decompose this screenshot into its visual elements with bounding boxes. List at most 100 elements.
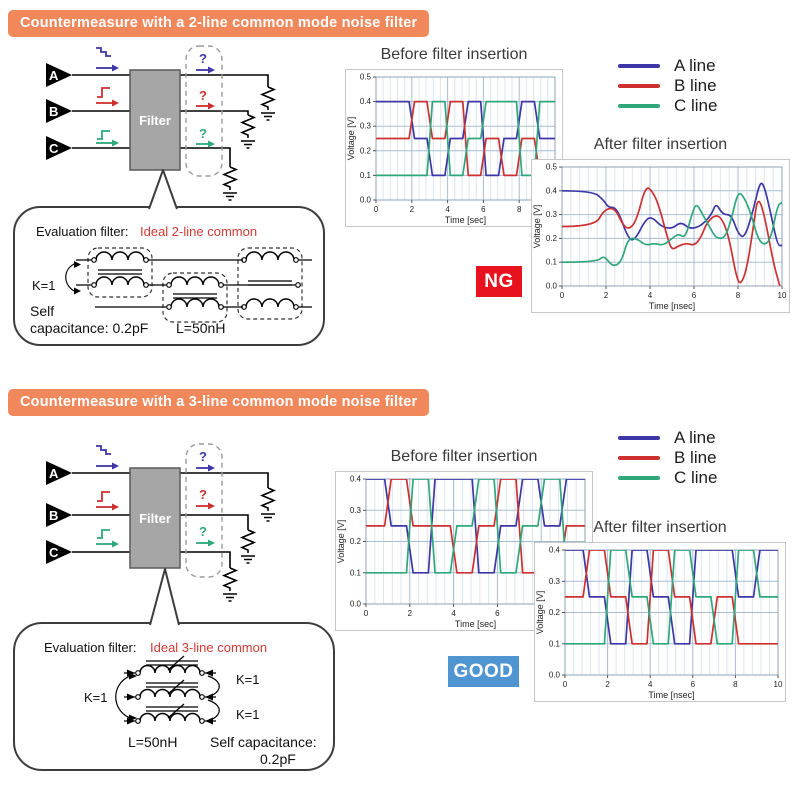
legend-item-b: B line bbox=[618, 448, 717, 467]
coupling-k3-label: K=1 bbox=[236, 707, 260, 722]
after-filter-chart-block-3line: After filter insertion 0.0 0.1 0.2 0.3 0.4 0 2… bbox=[534, 519, 786, 702]
inductance-label: L=50nH bbox=[128, 734, 177, 750]
svg-text:0.5: 0.5 bbox=[360, 73, 372, 82]
input-signal-b-icon bbox=[96, 491, 119, 511]
svg-text:6: 6 bbox=[495, 609, 500, 618]
input-signal-c-icon bbox=[96, 130, 119, 147]
svg-text:6: 6 bbox=[691, 680, 696, 689]
svg-text:4: 4 bbox=[648, 291, 653, 300]
chart-after-filter-2line: 0.0 0.1 0.2 0.3 0.4 0.5 0 2 4 6 8 10 Time [nsec] Volt… bbox=[531, 159, 790, 313]
coupling-k1-label: K=1 bbox=[84, 690, 108, 705]
svg-text:Voltage [V]: Voltage [V] bbox=[346, 117, 356, 161]
svg-text:?: ? bbox=[199, 51, 207, 66]
input-a-label: A bbox=[49, 68, 59, 83]
svg-text:0.1: 0.1 bbox=[360, 171, 372, 180]
svg-text:0.0: 0.0 bbox=[546, 282, 558, 291]
verdict-badge-ng: NG bbox=[476, 266, 522, 297]
filter-box bbox=[129, 467, 181, 569]
chart-title: Before filter insertion bbox=[390, 448, 538, 465]
svg-text:10: 10 bbox=[778, 291, 787, 300]
section-header-3line: Countermeasure with a 3-line common mode… bbox=[8, 389, 430, 416]
svg-text:Time [nsec]: Time [nsec] bbox=[648, 690, 694, 700]
input-signal-a-icon bbox=[96, 445, 119, 470]
unknown-output-c-icon: ? bbox=[196, 126, 215, 148]
svg-text:10: 10 bbox=[774, 680, 783, 689]
inductance-label: L=50nH bbox=[176, 320, 225, 336]
svg-text:Voltage [V]: Voltage [V] bbox=[535, 591, 545, 635]
input-b-label: B bbox=[49, 104, 58, 119]
svg-text:?: ? bbox=[199, 449, 207, 464]
svg-text:6: 6 bbox=[692, 291, 697, 300]
svg-text:0.3: 0.3 bbox=[350, 506, 362, 515]
callout-filter-type: Ideal 3-line common bbox=[150, 640, 267, 655]
svg-text:0.0: 0.0 bbox=[350, 600, 362, 609]
svg-text:0.1: 0.1 bbox=[549, 639, 561, 648]
svg-text:0.2: 0.2 bbox=[546, 234, 558, 243]
legend-item-c: C line bbox=[618, 468, 717, 487]
legend-2line: A line B line C line bbox=[618, 56, 717, 115]
signal-wires bbox=[72, 472, 269, 568]
chart-title: After filter insertion bbox=[593, 136, 728, 153]
input-c-label: C bbox=[49, 545, 59, 560]
input-a-label: A bbox=[49, 466, 59, 481]
input-b-label: B bbox=[49, 508, 58, 523]
svg-text:2: 2 bbox=[408, 609, 413, 618]
svg-text:4: 4 bbox=[445, 205, 450, 214]
unknown-output-a-icon: ? bbox=[196, 51, 215, 74]
svg-text:Voltage [V]: Voltage [V] bbox=[532, 205, 542, 249]
unknown-output-b-icon: ? bbox=[196, 487, 215, 510]
callout-wires bbox=[76, 259, 312, 308]
self-cap-line2: capacitance: 0.2pF bbox=[30, 320, 148, 336]
legend-item-a: A line bbox=[618, 428, 717, 447]
svg-text:Time [sec]: Time [sec] bbox=[455, 619, 496, 629]
svg-text:Time [nsec]: Time [nsec] bbox=[649, 301, 695, 311]
svg-text:2: 2 bbox=[604, 291, 609, 300]
unknown-output-a-icon: ? bbox=[196, 449, 215, 472]
callout-pointer bbox=[149, 568, 180, 626]
svg-text:0: 0 bbox=[560, 291, 565, 300]
buffer-c-icon bbox=[46, 136, 72, 160]
svg-text:2: 2 bbox=[410, 205, 415, 214]
svg-text:8: 8 bbox=[517, 205, 522, 214]
unknown-output-c-icon: ? bbox=[196, 524, 215, 547]
self-cap-line1: Self capacitance: bbox=[210, 734, 317, 750]
buffer-b-icon bbox=[46, 503, 72, 527]
callout-label: Evaluation filter: bbox=[44, 640, 137, 655]
legend-3line: A line B line C line bbox=[618, 428, 717, 487]
svg-text:4: 4 bbox=[648, 680, 653, 689]
svg-text:0.4: 0.4 bbox=[350, 475, 362, 484]
svg-text:6: 6 bbox=[481, 205, 486, 214]
svg-text:4: 4 bbox=[451, 609, 456, 618]
choke-stage-2 bbox=[162, 272, 228, 323]
self-cap-line1: Self bbox=[30, 303, 54, 319]
svg-text:0.3: 0.3 bbox=[546, 210, 558, 219]
unknown-output-region bbox=[185, 443, 223, 578]
svg-text:?: ? bbox=[199, 126, 207, 141]
ground-icons bbox=[223, 513, 275, 602]
legend-item-c: C line bbox=[618, 96, 717, 115]
resistor-icons bbox=[221, 86, 277, 190]
input-signal-a-icon bbox=[96, 47, 119, 72]
input-signal-c-icon bbox=[96, 529, 119, 548]
input-signal-b-icon bbox=[96, 87, 119, 107]
coupling-arrow-right-upper-icon bbox=[207, 675, 220, 698]
svg-text:0.0: 0.0 bbox=[549, 671, 561, 680]
b-line-swatch bbox=[618, 84, 660, 88]
coupling-k2-label: K=1 bbox=[236, 672, 260, 687]
callout-filter-type: Ideal 2-line common bbox=[140, 224, 257, 239]
svg-text:0.1: 0.1 bbox=[350, 568, 362, 577]
self-cap-line2: 0.2pF bbox=[260, 751, 296, 767]
legend-item-b: B line bbox=[618, 76, 717, 95]
b-line-swatch bbox=[618, 456, 660, 460]
coupling-k-label: K=1 bbox=[32, 278, 56, 293]
svg-text:0: 0 bbox=[364, 609, 369, 618]
svg-text:0.5: 0.5 bbox=[546, 163, 558, 172]
svg-text:0.0: 0.0 bbox=[360, 196, 372, 205]
coupling-arrow-left-icon bbox=[115, 672, 137, 722]
svg-text:8: 8 bbox=[736, 291, 741, 300]
buffer-a-icon bbox=[46, 461, 72, 485]
svg-text:2: 2 bbox=[605, 680, 610, 689]
svg-text:0: 0 bbox=[563, 680, 568, 689]
circuit-diagram-3line: A B C Filter ? ? bbox=[13, 443, 335, 771]
